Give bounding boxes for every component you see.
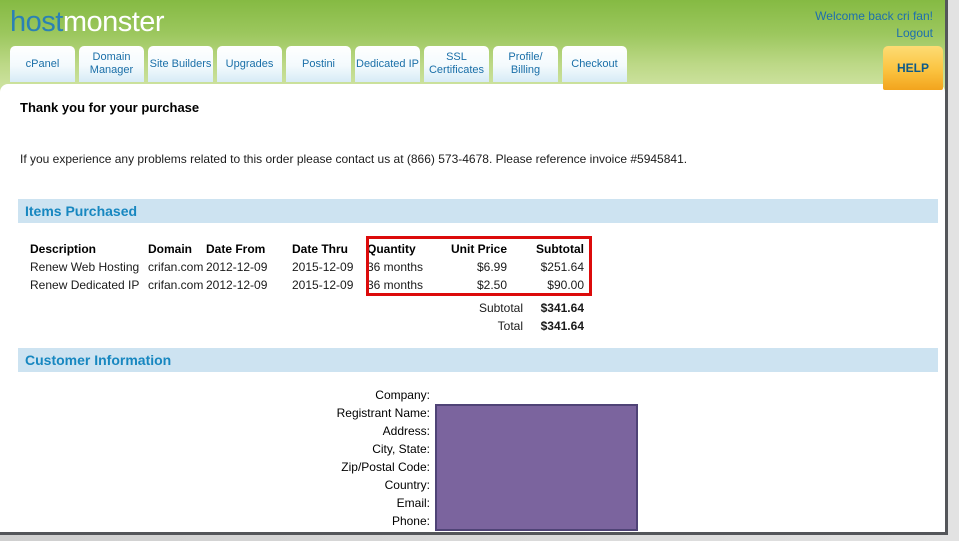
main-nav-tabs: cPanel Domain Manager Site Builders Upgr… [10,46,627,82]
cell-date-thru: 2015-12-09 [292,278,354,292]
tab-postini[interactable]: Postini [286,46,351,82]
col-description: Description [30,242,97,256]
total-value: $341.64 [540,319,584,333]
table-header-row: Description Domain Date From Date Thru Q… [30,240,584,258]
subtotal-row: Subtotal $341.64 [30,299,584,317]
welcome-message: Welcome back cri fan! [815,9,933,23]
account-area: Welcome back cri fan! Logout [815,8,933,42]
cell-unit-price: $2.50 [476,278,507,292]
page-title: Thank you for your purchase [20,100,200,115]
cell-date-thru: 2015-12-09 [292,260,354,274]
cell-description: Renew Dedicated IP [30,278,140,292]
col-date-thru: Date Thru [292,242,349,256]
tab-domain-manager[interactable]: Domain Manager [79,46,144,82]
field-label-email: Email: [396,496,430,510]
items-purchased-section-header: Items Purchased [18,199,938,223]
cell-subtotal: $251.64 [540,260,584,274]
cell-quantity: 36 months [367,278,424,292]
cell-quantity: 36 months [367,260,424,274]
logo-host-text: host [10,6,63,38]
cell-subtotal: $90.00 [547,278,584,292]
logo-monster-text: monster [62,6,165,38]
field-label-address: Address: [382,424,430,438]
tab-dedicated-ip[interactable]: Dedicated IP [355,46,420,82]
subtotal-label: Subtotal [478,301,523,315]
hostmonster-logo: hostmonster [10,6,165,39]
field-label-city-state: City, State: [372,442,430,456]
page-content: Thank you for your purchase If you exper… [0,84,945,532]
tab-upgrades[interactable]: Upgrades [217,46,282,82]
col-domain: Domain [148,242,193,256]
col-unit-price: Unit Price [450,242,507,256]
cell-date-from: 2012-12-09 [206,260,268,274]
cell-domain: crifan.com [148,278,204,292]
tab-profile-billing[interactable]: Profile/ Billing [493,46,558,82]
cell-unit-price: $6.99 [476,260,507,274]
customer-info-labels: Company: Registrant Name: Address: City,… [20,386,430,530]
tab-ssl-certificates[interactable]: SSL Certificates [424,46,489,82]
table-row: Renew Web Hosting crifan.com 2012-12-09 … [30,258,584,276]
total-label: Total [497,319,523,333]
cell-description: Renew Web Hosting [30,260,140,274]
logout-link[interactable]: Logout [896,26,933,40]
customer-information-section-header: Customer Information [18,348,938,372]
col-subtotal: Subtotal [536,242,584,256]
cell-date-from: 2012-12-09 [206,278,268,292]
table-row: Renew Dedicated IP crifan.com 2012-12-09… [30,276,584,294]
tab-checkout[interactable]: Checkout [562,46,627,82]
field-label-registrant-name: Registrant Name: [336,406,430,420]
customer-info-redaction-box [435,404,638,531]
field-label-country: Country: [384,478,430,492]
support-note: If you experience any problems related t… [20,152,688,166]
help-button[interactable]: HELP [883,46,943,90]
col-date-from: Date From [206,242,266,256]
site-header: hostmonster Welcome back cri fan! Logout… [0,0,945,90]
subtotal-value: $341.64 [540,301,584,315]
col-quantity: Quantity [367,242,416,256]
browser-content-frame: hostmonster Welcome back cri fan! Logout… [0,0,948,535]
cell-domain: crifan.com [148,260,204,274]
tab-site-builders[interactable]: Site Builders [148,46,213,82]
field-label-phone: Phone: [391,514,430,528]
field-label-company: Company: [375,388,430,402]
field-label-zip-postal-code: Zip/Postal Code: [341,460,430,474]
total-row: Total $341.64 [30,317,584,335]
price-columns-highlight-annotation [366,236,592,296]
tab-cpanel[interactable]: cPanel [10,46,75,82]
items-purchased-table: Description Domain Date From Date Thru Q… [30,240,584,335]
